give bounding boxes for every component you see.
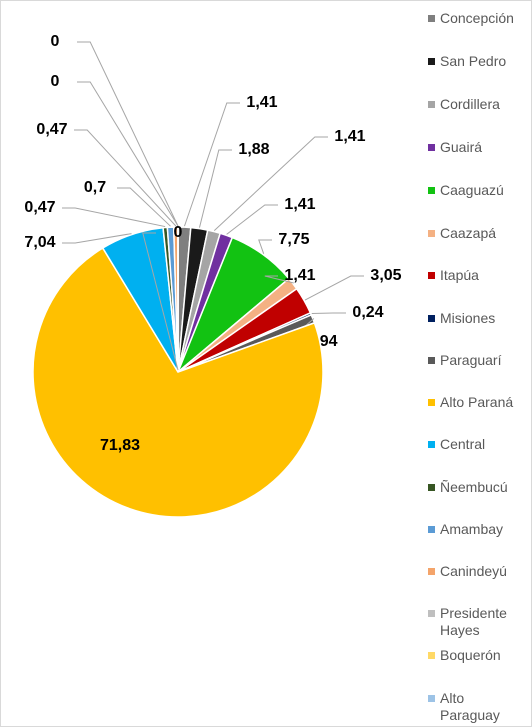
legend-label: Concepción [440,10,514,26]
data-label: 1,41 [246,94,277,111]
legend-item: Caazapá [428,225,528,242]
leader-line [183,102,240,227]
legend-item: Amambay [428,521,528,538]
legend-item: Central [428,436,528,453]
legend-label: Cordillera [440,96,500,112]
legend-swatch [428,101,435,108]
data-label: 1,41 [284,267,315,284]
leader-line [258,239,272,254]
legend-item: San Pedro [428,53,528,70]
legend-swatch [428,399,435,406]
data-label: 7,75 [278,231,309,248]
legend-swatch [428,272,435,279]
legend-swatch [428,695,435,702]
legend-swatch [428,652,435,659]
legend-item: Canindeyú [428,563,528,580]
legend-item: Guairá [428,139,528,156]
data-label: 0,7 [84,179,106,196]
legend-item: Itapúa [428,267,528,284]
legend-item: Boquerón [428,647,528,664]
leader-line [304,275,364,301]
data-label: 3,05 [370,267,401,284]
legend-item: Concepción [428,10,528,27]
legend-label: Boquerón [440,647,501,663]
legend-swatch [428,187,435,194]
legend-swatch [428,526,435,533]
data-label: 1,88 [238,141,269,158]
legend-swatch [428,610,435,617]
legend-label: Paraguarí [440,352,502,368]
legend-item: Cordillera [428,96,528,113]
data-label: 0,24 [352,304,383,321]
legend-label: Alto Paraguay [440,690,500,723]
legend-label: Central [440,436,486,452]
leader-line [264,275,294,284]
leader-line [74,129,177,227]
legend-label: Guairá [440,139,483,155]
legend-swatch [428,315,435,322]
leader-line [117,187,171,227]
data-label: 0,47 [36,121,67,138]
data-label: 1,41 [284,196,315,213]
legend-item: Caaguazú [428,182,528,199]
legend-item: Paraguarí [428,352,528,369]
legend-swatch [428,357,435,364]
leader-line [77,41,179,227]
legend-swatch [428,484,435,491]
legend-label: Caaguazú [440,182,504,198]
legend-swatch [428,568,435,575]
data-label: 1,41 [334,128,365,145]
legend-swatch [428,15,435,22]
legend-swatch [428,144,435,151]
legend-swatch [428,58,435,65]
leader-line [226,204,278,235]
legend-label: Alto Paraná [440,394,514,410]
data-label: 0 [51,73,60,90]
legend-item: Presidente Hayes [428,605,528,639]
leader-line [142,232,179,371]
legend-label: Caazapá [440,225,497,241]
legend-label: San Pedro [440,53,507,69]
legend-label: Canindeyú [440,563,507,579]
legend-label: Itapúa [440,267,479,283]
data-label: 7,04 [24,234,55,251]
leader-line [62,233,132,244]
data-label: 0 [51,33,60,50]
legend-swatch [428,230,435,237]
leader-line [77,81,179,227]
leader-line [62,207,166,228]
legend-label: Ñeembucú [440,479,508,495]
data-label: 0 [174,224,183,241]
legend-item: Ñeembucú [428,479,528,496]
legend-label: Amambay [440,521,504,537]
pie-slice [32,246,324,518]
legend-item: Misiones [428,310,528,327]
leader-line [213,136,328,231]
data-label: 0,47 [24,199,55,216]
legend-item: Alto Paraguay [428,690,528,724]
leader-line [198,149,232,228]
legend-label: Presidente Hayes [440,605,507,638]
data-label: 71,83 [100,437,140,454]
legend-swatch [428,441,435,448]
legend-label: Misiones [440,310,496,326]
legend-item: Alto Paraná [428,394,528,411]
